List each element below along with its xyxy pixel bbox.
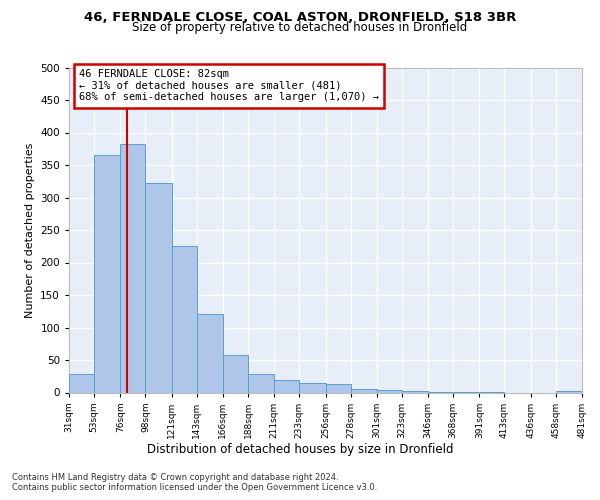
Bar bbox=[350, 388, 377, 392]
Bar bbox=[556, 390, 582, 392]
Bar bbox=[299, 383, 325, 392]
Text: 46 FERNDALE CLOSE: 82sqm
← 31% of detached houses are smaller (481)
68% of semi-: 46 FERNDALE CLOSE: 82sqm ← 31% of detach… bbox=[79, 69, 379, 102]
Bar bbox=[377, 390, 402, 392]
Bar bbox=[197, 314, 223, 392]
Bar bbox=[248, 374, 274, 392]
Text: Contains public sector information licensed under the Open Government Licence v3: Contains public sector information licen… bbox=[12, 484, 377, 492]
Bar bbox=[172, 246, 197, 392]
Bar bbox=[325, 384, 350, 392]
Bar bbox=[402, 391, 428, 392]
Text: 46, FERNDALE CLOSE, COAL ASTON, DRONFIELD, S18 3BR: 46, FERNDALE CLOSE, COAL ASTON, DRONFIEL… bbox=[84, 11, 516, 24]
Bar bbox=[94, 155, 120, 392]
Bar bbox=[274, 380, 299, 392]
Text: Distribution of detached houses by size in Dronfield: Distribution of detached houses by size … bbox=[147, 442, 453, 456]
Bar bbox=[145, 182, 172, 392]
Text: Size of property relative to detached houses in Dronfield: Size of property relative to detached ho… bbox=[133, 21, 467, 34]
Y-axis label: Number of detached properties: Number of detached properties bbox=[25, 142, 35, 318]
Text: Contains HM Land Registry data © Crown copyright and database right 2024.: Contains HM Land Registry data © Crown c… bbox=[12, 472, 338, 482]
Bar bbox=[69, 374, 94, 392]
Bar bbox=[120, 144, 145, 392]
Bar bbox=[223, 355, 248, 393]
